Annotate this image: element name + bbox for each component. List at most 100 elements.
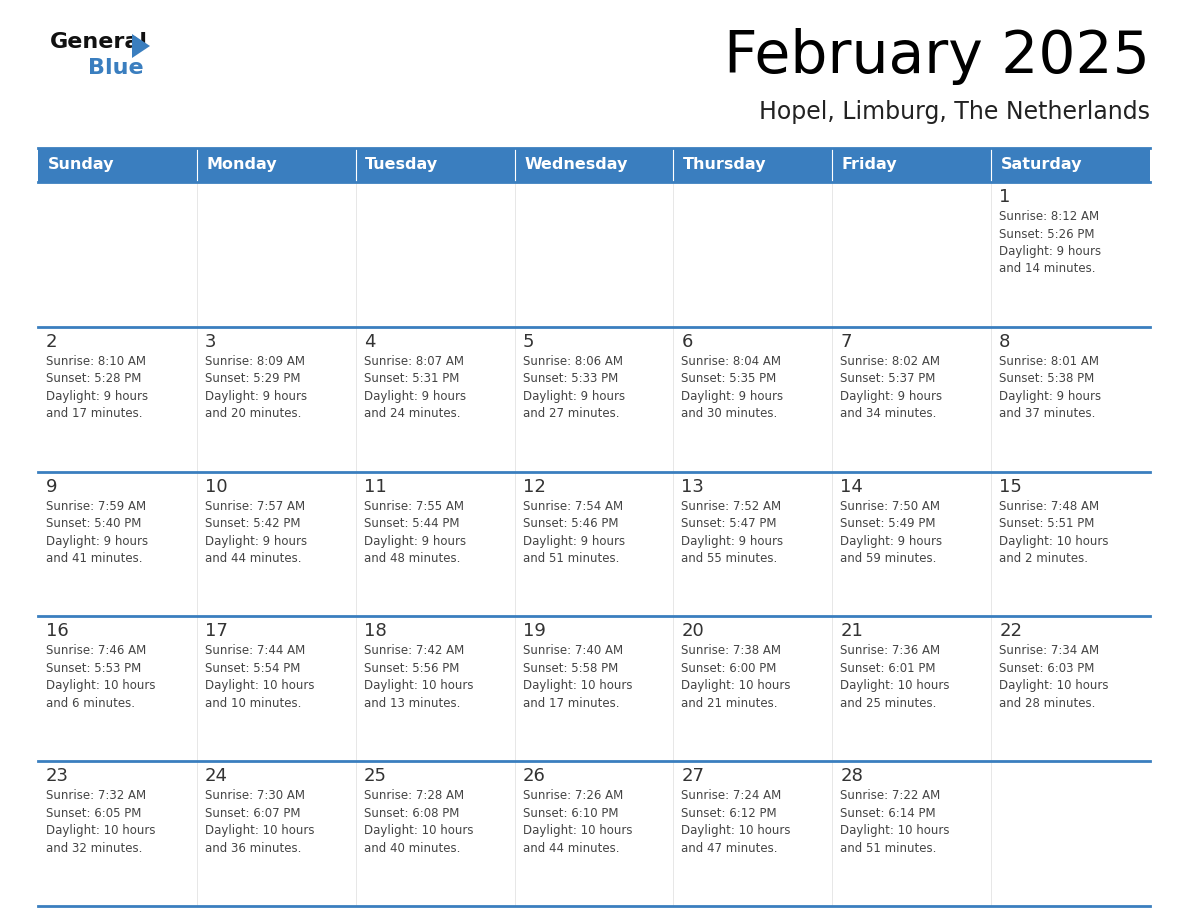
- Text: Sunrise: 7:28 AM
Sunset: 6:08 PM
Daylight: 10 hours
and 40 minutes.: Sunrise: 7:28 AM Sunset: 6:08 PM Dayligh…: [364, 789, 473, 855]
- Bar: [514, 148, 674, 182]
- Text: Sunrise: 7:26 AM
Sunset: 6:10 PM
Daylight: 10 hours
and 44 minutes.: Sunrise: 7:26 AM Sunset: 6:10 PM Dayligh…: [523, 789, 632, 855]
- Bar: [355, 182, 514, 327]
- Text: 13: 13: [682, 477, 704, 496]
- Bar: [38, 472, 197, 616]
- Bar: [38, 761, 197, 906]
- Text: Blue: Blue: [88, 58, 144, 78]
- Text: 15: 15: [999, 477, 1022, 496]
- Bar: [674, 148, 833, 182]
- Bar: [514, 616, 674, 761]
- Text: Hopel, Limburg, The Netherlands: Hopel, Limburg, The Netherlands: [759, 100, 1150, 124]
- Text: Sunrise: 8:12 AM
Sunset: 5:26 PM
Daylight: 9 hours
and 14 minutes.: Sunrise: 8:12 AM Sunset: 5:26 PM Dayligh…: [999, 210, 1101, 275]
- Bar: [355, 616, 514, 761]
- Text: Sunrise: 7:34 AM
Sunset: 6:03 PM
Daylight: 10 hours
and 28 minutes.: Sunrise: 7:34 AM Sunset: 6:03 PM Dayligh…: [999, 644, 1108, 710]
- Text: Sunrise: 8:07 AM
Sunset: 5:31 PM
Daylight: 9 hours
and 24 minutes.: Sunrise: 8:07 AM Sunset: 5:31 PM Dayligh…: [364, 354, 466, 420]
- Text: Sunrise: 7:52 AM
Sunset: 5:47 PM
Daylight: 9 hours
and 55 minutes.: Sunrise: 7:52 AM Sunset: 5:47 PM Dayligh…: [682, 499, 784, 565]
- Text: 18: 18: [364, 622, 386, 641]
- Text: 21: 21: [840, 622, 864, 641]
- Text: Sunrise: 7:24 AM
Sunset: 6:12 PM
Daylight: 10 hours
and 47 minutes.: Sunrise: 7:24 AM Sunset: 6:12 PM Dayligh…: [682, 789, 791, 855]
- Bar: [674, 761, 833, 906]
- Bar: [833, 616, 991, 761]
- Text: 28: 28: [840, 767, 864, 785]
- Bar: [38, 182, 197, 327]
- Text: Sunrise: 7:32 AM
Sunset: 6:05 PM
Daylight: 10 hours
and 32 minutes.: Sunrise: 7:32 AM Sunset: 6:05 PM Dayligh…: [46, 789, 156, 855]
- Text: Sunrise: 7:59 AM
Sunset: 5:40 PM
Daylight: 9 hours
and 41 minutes.: Sunrise: 7:59 AM Sunset: 5:40 PM Dayligh…: [46, 499, 148, 565]
- Text: Sunrise: 7:30 AM
Sunset: 6:07 PM
Daylight: 10 hours
and 36 minutes.: Sunrise: 7:30 AM Sunset: 6:07 PM Dayligh…: [204, 789, 315, 855]
- Bar: [991, 761, 1150, 906]
- Text: Sunrise: 7:42 AM
Sunset: 5:56 PM
Daylight: 10 hours
and 13 minutes.: Sunrise: 7:42 AM Sunset: 5:56 PM Dayligh…: [364, 644, 473, 710]
- Bar: [197, 182, 355, 327]
- Bar: [514, 327, 674, 472]
- Text: 23: 23: [46, 767, 69, 785]
- Text: 11: 11: [364, 477, 386, 496]
- Bar: [355, 472, 514, 616]
- Text: Sunrise: 8:04 AM
Sunset: 5:35 PM
Daylight: 9 hours
and 30 minutes.: Sunrise: 8:04 AM Sunset: 5:35 PM Dayligh…: [682, 354, 784, 420]
- Bar: [833, 182, 991, 327]
- Bar: [674, 327, 833, 472]
- Text: 7: 7: [840, 333, 852, 351]
- Text: Sunrise: 7:46 AM
Sunset: 5:53 PM
Daylight: 10 hours
and 6 minutes.: Sunrise: 7:46 AM Sunset: 5:53 PM Dayligh…: [46, 644, 156, 710]
- Bar: [355, 148, 514, 182]
- Bar: [355, 761, 514, 906]
- Bar: [38, 148, 197, 182]
- Text: Sunrise: 7:57 AM
Sunset: 5:42 PM
Daylight: 9 hours
and 44 minutes.: Sunrise: 7:57 AM Sunset: 5:42 PM Dayligh…: [204, 499, 307, 565]
- Text: 16: 16: [46, 622, 69, 641]
- Bar: [197, 761, 355, 906]
- Bar: [991, 148, 1150, 182]
- Text: 8: 8: [999, 333, 1011, 351]
- Text: Sunrise: 7:48 AM
Sunset: 5:51 PM
Daylight: 10 hours
and 2 minutes.: Sunrise: 7:48 AM Sunset: 5:51 PM Dayligh…: [999, 499, 1108, 565]
- Text: Thursday: Thursday: [683, 158, 766, 173]
- Text: 22: 22: [999, 622, 1022, 641]
- Text: Sunrise: 7:54 AM
Sunset: 5:46 PM
Daylight: 9 hours
and 51 minutes.: Sunrise: 7:54 AM Sunset: 5:46 PM Dayligh…: [523, 499, 625, 565]
- Bar: [38, 327, 197, 472]
- Text: February 2025: February 2025: [725, 28, 1150, 85]
- Text: 3: 3: [204, 333, 216, 351]
- Text: 14: 14: [840, 477, 864, 496]
- Text: Wednesday: Wednesday: [524, 158, 627, 173]
- Text: Sunrise: 8:10 AM
Sunset: 5:28 PM
Daylight: 9 hours
and 17 minutes.: Sunrise: 8:10 AM Sunset: 5:28 PM Dayligh…: [46, 354, 148, 420]
- Bar: [991, 616, 1150, 761]
- Bar: [833, 148, 991, 182]
- Text: Tuesday: Tuesday: [365, 158, 438, 173]
- Text: Sunrise: 8:09 AM
Sunset: 5:29 PM
Daylight: 9 hours
and 20 minutes.: Sunrise: 8:09 AM Sunset: 5:29 PM Dayligh…: [204, 354, 307, 420]
- Bar: [355, 327, 514, 472]
- Bar: [674, 616, 833, 761]
- Text: 12: 12: [523, 477, 545, 496]
- Text: 20: 20: [682, 622, 704, 641]
- Text: Sunrise: 8:06 AM
Sunset: 5:33 PM
Daylight: 9 hours
and 27 minutes.: Sunrise: 8:06 AM Sunset: 5:33 PM Dayligh…: [523, 354, 625, 420]
- Text: Sunday: Sunday: [48, 158, 114, 173]
- Bar: [674, 182, 833, 327]
- Bar: [991, 182, 1150, 327]
- Text: General: General: [50, 32, 148, 52]
- Text: Monday: Monday: [207, 158, 277, 173]
- Bar: [514, 472, 674, 616]
- Text: 10: 10: [204, 477, 227, 496]
- Bar: [514, 182, 674, 327]
- Text: Sunrise: 7:22 AM
Sunset: 6:14 PM
Daylight: 10 hours
and 51 minutes.: Sunrise: 7:22 AM Sunset: 6:14 PM Dayligh…: [840, 789, 949, 855]
- Text: Sunrise: 7:50 AM
Sunset: 5:49 PM
Daylight: 9 hours
and 59 minutes.: Sunrise: 7:50 AM Sunset: 5:49 PM Dayligh…: [840, 499, 942, 565]
- Bar: [197, 148, 355, 182]
- Text: 27: 27: [682, 767, 704, 785]
- Text: 5: 5: [523, 333, 535, 351]
- Text: Sunrise: 8:02 AM
Sunset: 5:37 PM
Daylight: 9 hours
and 34 minutes.: Sunrise: 8:02 AM Sunset: 5:37 PM Dayligh…: [840, 354, 942, 420]
- Text: 25: 25: [364, 767, 387, 785]
- Bar: [197, 327, 355, 472]
- Bar: [197, 472, 355, 616]
- Text: 4: 4: [364, 333, 375, 351]
- Bar: [197, 616, 355, 761]
- Text: Sunrise: 7:36 AM
Sunset: 6:01 PM
Daylight: 10 hours
and 25 minutes.: Sunrise: 7:36 AM Sunset: 6:01 PM Dayligh…: [840, 644, 949, 710]
- Bar: [991, 327, 1150, 472]
- Polygon shape: [132, 34, 150, 58]
- Text: 2: 2: [46, 333, 57, 351]
- Text: 1: 1: [999, 188, 1011, 206]
- Text: Friday: Friday: [842, 158, 897, 173]
- Text: 19: 19: [523, 622, 545, 641]
- Text: Sunrise: 7:38 AM
Sunset: 6:00 PM
Daylight: 10 hours
and 21 minutes.: Sunrise: 7:38 AM Sunset: 6:00 PM Dayligh…: [682, 644, 791, 710]
- Bar: [833, 761, 991, 906]
- Bar: [991, 472, 1150, 616]
- Bar: [514, 761, 674, 906]
- Bar: [833, 327, 991, 472]
- Text: Saturday: Saturday: [1000, 158, 1082, 173]
- Text: Sunrise: 8:01 AM
Sunset: 5:38 PM
Daylight: 9 hours
and 37 minutes.: Sunrise: 8:01 AM Sunset: 5:38 PM Dayligh…: [999, 354, 1101, 420]
- Text: Sunrise: 7:55 AM
Sunset: 5:44 PM
Daylight: 9 hours
and 48 minutes.: Sunrise: 7:55 AM Sunset: 5:44 PM Dayligh…: [364, 499, 466, 565]
